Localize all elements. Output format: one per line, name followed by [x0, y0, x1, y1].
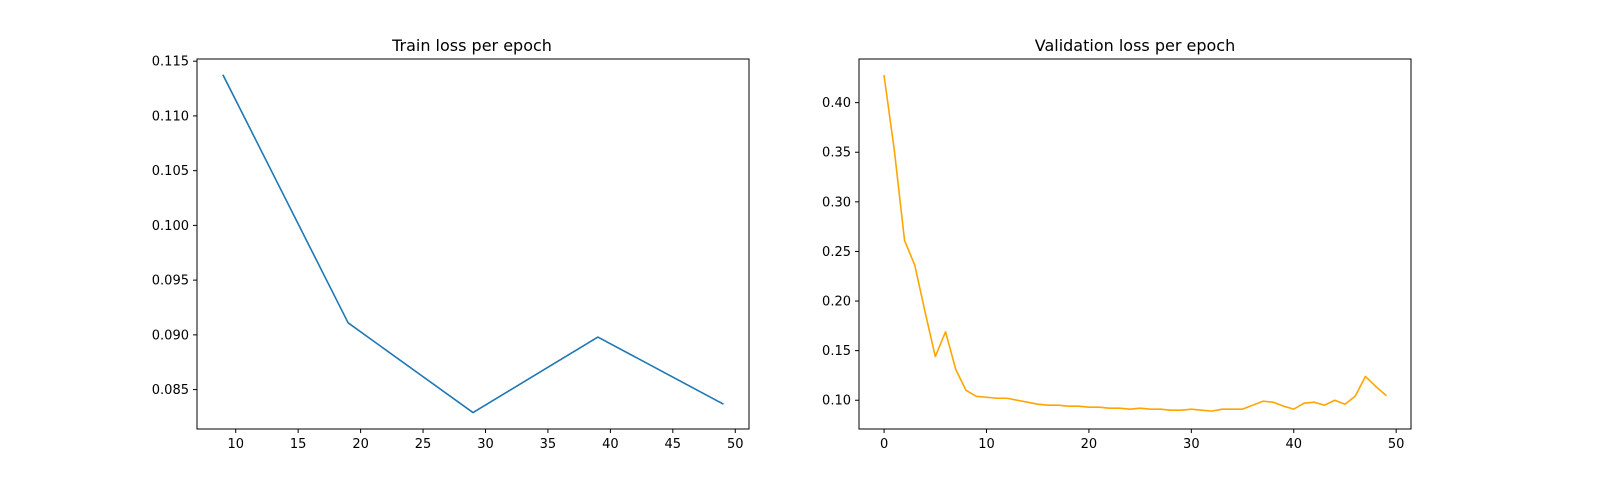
- validation-loss-series-line: [883, 74, 1388, 412]
- validation-y-tick-label: 0.15: [822, 344, 851, 359]
- validation-x-tick-label: 50: [1388, 437, 1405, 452]
- train-x-tick-label: 10: [227, 437, 244, 452]
- validation-chart-plot-area: [883, 74, 1388, 412]
- validation-y-tick-label: 0.10: [822, 394, 851, 409]
- validation-chart-title: Validation loss per epoch: [1035, 36, 1235, 55]
- validation-loss-chart: Validation loss per epoch 0 10 20 30 40 50 0.1…: [822, 36, 1412, 452]
- train-x-tick-label: 25: [415, 437, 432, 452]
- train-x-tick-label: 35: [540, 437, 557, 452]
- validation-y-tick-label: 0.30: [822, 195, 851, 210]
- train-chart-plot-area: [222, 74, 724, 414]
- train-chart-ticks: 10 15 20 25 30 35 40 45 50 0.085 0.090 0.095 0.100 0.…: [152, 55, 744, 452]
- validation-y-tick-label: 0.35: [822, 146, 851, 161]
- train-x-tick-label: 45: [665, 437, 682, 452]
- train-y-tick-label: 0.100: [152, 219, 189, 234]
- train-chart-frame: [196, 58, 750, 430]
- validation-y-tick-label: 0.40: [822, 96, 851, 111]
- validation-x-tick-label: 0: [880, 437, 888, 452]
- train-loss-chart: Train loss per epoch 10 15 20 25 30 35 40 45 50 0…: [152, 36, 750, 452]
- validation-x-tick-label: 40: [1285, 437, 1302, 452]
- validation-x-tick-label: 20: [1081, 437, 1098, 452]
- train-x-tick-label: 20: [352, 437, 369, 452]
- validation-chart-frame: [858, 58, 1412, 430]
- train-x-tick-label: 15: [290, 437, 307, 452]
- train-y-tick-label: 0.085: [152, 383, 189, 398]
- train-x-tick-label: 30: [477, 437, 494, 452]
- validation-y-tick-label: 0.20: [822, 295, 851, 310]
- train-y-tick-label: 0.110: [152, 109, 189, 124]
- train-y-tick-label: 0.115: [152, 55, 189, 70]
- validation-y-tick-label: 0.25: [822, 245, 851, 260]
- train-x-tick-label: 50: [727, 437, 744, 452]
- train-y-tick-label: 0.105: [152, 164, 189, 179]
- train-chart-title: Train loss per epoch: [391, 36, 552, 55]
- validation-x-tick-label: 30: [1183, 437, 1200, 452]
- validation-x-tick-label: 10: [978, 437, 995, 452]
- validation-chart-ticks: 0 10 20 30 40 50 0.10 0.15 0.20 0.25 0.30 0.35 0.40: [822, 96, 1404, 452]
- train-y-tick-label: 0.095: [152, 274, 189, 289]
- train-y-tick-label: 0.090: [152, 328, 189, 343]
- train-loss-series-line: [222, 74, 724, 414]
- train-x-tick-label: 40: [602, 437, 619, 452]
